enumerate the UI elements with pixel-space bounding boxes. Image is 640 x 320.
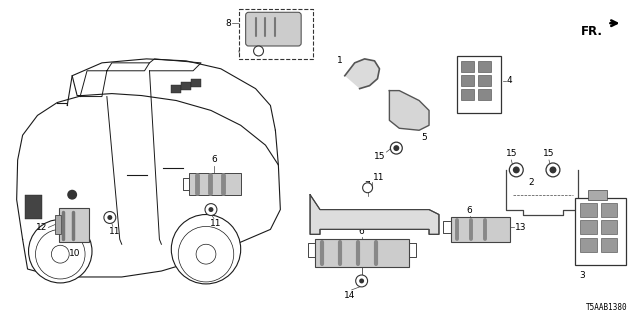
Text: T5AAB1380: T5AAB1380	[586, 303, 627, 312]
Circle shape	[209, 207, 213, 212]
Bar	[461, 75, 474, 86]
Bar	[477, 61, 490, 72]
Bar	[24, 195, 42, 220]
Bar	[575, 198, 627, 265]
Text: 15: 15	[374, 152, 385, 161]
Circle shape	[546, 163, 560, 177]
Bar	[580, 203, 596, 217]
Text: 11: 11	[210, 220, 221, 228]
Text: 11: 11	[372, 173, 384, 182]
Circle shape	[29, 220, 92, 283]
Text: 3: 3	[579, 271, 584, 280]
Circle shape	[513, 166, 520, 173]
Bar	[600, 238, 618, 252]
Bar	[580, 238, 596, 252]
Bar	[600, 203, 618, 217]
Text: 15: 15	[506, 149, 517, 158]
Circle shape	[104, 212, 116, 223]
Circle shape	[550, 166, 556, 173]
Text: 6: 6	[359, 227, 365, 236]
Polygon shape	[345, 59, 380, 89]
Text: 5: 5	[421, 133, 427, 142]
Text: 15: 15	[543, 149, 555, 158]
Circle shape	[363, 183, 372, 193]
Bar	[588, 190, 607, 200]
Circle shape	[356, 275, 367, 287]
Bar	[181, 82, 191, 90]
Text: 12: 12	[36, 223, 47, 232]
Polygon shape	[310, 195, 439, 234]
Bar	[172, 85, 181, 92]
Bar	[477, 75, 490, 86]
Circle shape	[509, 163, 524, 177]
FancyBboxPatch shape	[239, 9, 313, 59]
Circle shape	[205, 204, 217, 215]
Bar	[461, 61, 474, 72]
Circle shape	[172, 214, 241, 284]
Text: 4: 4	[506, 76, 512, 85]
Text: 13: 13	[515, 223, 527, 232]
Text: 9: 9	[237, 49, 243, 59]
Text: 8: 8	[225, 19, 231, 28]
Bar	[451, 218, 510, 242]
Bar	[191, 79, 201, 87]
Text: 1: 1	[337, 56, 342, 65]
Text: 7: 7	[365, 181, 371, 190]
Bar	[600, 220, 618, 234]
Circle shape	[394, 145, 399, 151]
Bar	[315, 239, 409, 267]
Text: 10: 10	[69, 249, 81, 258]
Bar	[457, 56, 501, 113]
Circle shape	[390, 142, 403, 154]
Text: FR.: FR.	[580, 25, 602, 38]
Circle shape	[35, 229, 85, 279]
Circle shape	[196, 244, 216, 264]
Text: 6: 6	[467, 205, 472, 214]
FancyBboxPatch shape	[246, 12, 301, 46]
Bar	[55, 214, 61, 234]
Circle shape	[67, 190, 77, 200]
Text: 2: 2	[529, 178, 534, 187]
Circle shape	[108, 215, 112, 220]
Circle shape	[51, 245, 69, 263]
Bar	[60, 208, 89, 242]
Bar	[189, 173, 241, 195]
Polygon shape	[389, 91, 429, 130]
Bar	[580, 220, 596, 234]
Circle shape	[359, 278, 364, 284]
Circle shape	[253, 46, 264, 56]
Text: 14: 14	[344, 291, 355, 300]
Text: 11: 11	[109, 228, 120, 236]
Bar	[477, 89, 490, 100]
Bar	[461, 89, 474, 100]
Text: 6: 6	[211, 155, 217, 164]
Circle shape	[179, 227, 234, 282]
